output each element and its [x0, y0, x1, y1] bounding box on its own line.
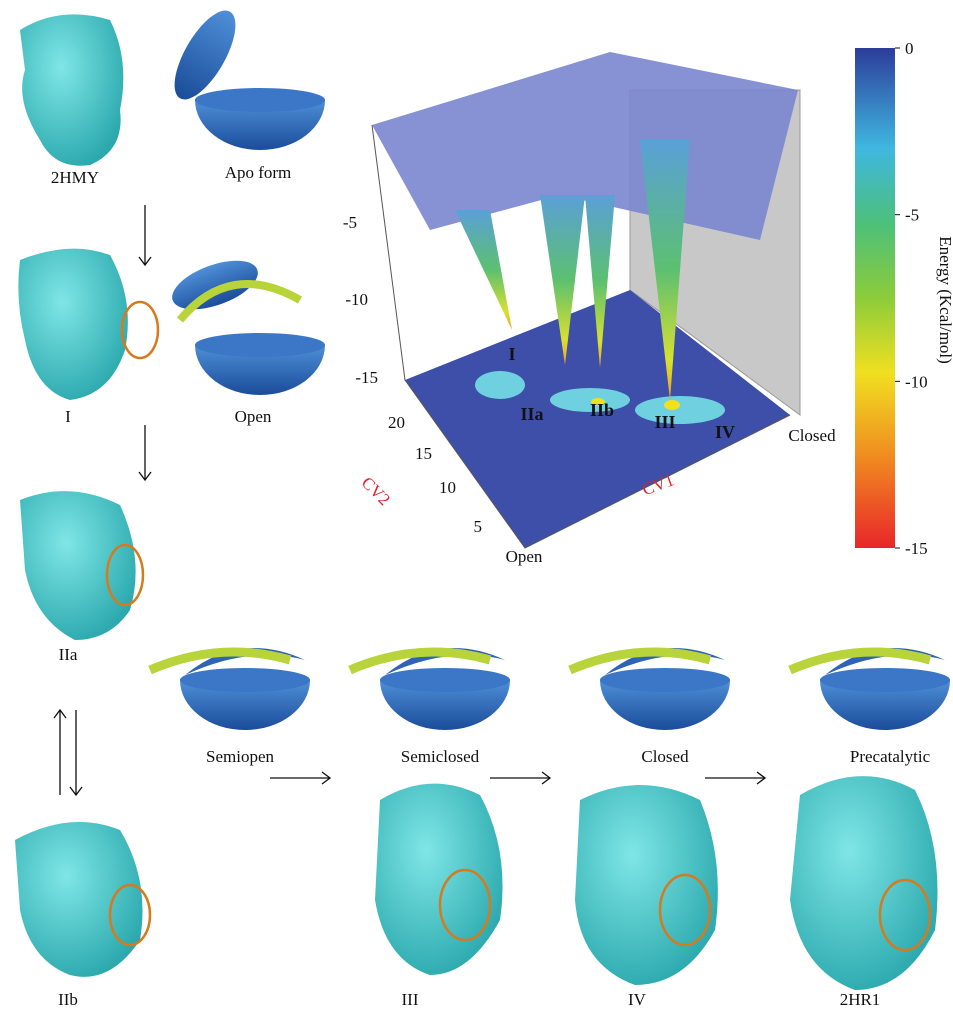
- label: IIa: [59, 645, 78, 664]
- label: Open: [235, 407, 272, 426]
- axis-end: Closed: [788, 426, 836, 445]
- cv2-tick: 10: [439, 478, 456, 497]
- state: Closed: [641, 747, 689, 766]
- colorbar-ticks: 0 -5 -10 -15: [895, 39, 928, 558]
- label: 2HR1: [840, 990, 881, 1009]
- colorbar-tick-label: -10: [905, 372, 928, 391]
- cv2-tick: 20: [388, 413, 405, 432]
- colorbar-label: Energy (Kcal/mol): [936, 236, 953, 364]
- label: IIb: [58, 990, 78, 1009]
- colorbar-tick-label: 0: [905, 39, 914, 58]
- label: IV: [628, 990, 647, 1009]
- figure: 2HMY Apo form I Open IIa IIb III IV 2HR1…: [0, 0, 953, 1023]
- label: 2HMY: [51, 168, 99, 187]
- colorbar: [855, 48, 895, 548]
- state: Semiopen: [206, 747, 274, 766]
- state: Semiclosed: [401, 747, 480, 766]
- label: I: [65, 407, 71, 426]
- z-tick: -15: [355, 368, 378, 387]
- state: Precatalytic: [850, 747, 931, 766]
- cv2-tick: 5: [474, 517, 483, 536]
- basin: IIb: [590, 400, 614, 420]
- cv2-tick: 15: [415, 444, 432, 463]
- energy-landscape: [372, 52, 800, 548]
- z-tick: -5: [343, 213, 357, 232]
- basin: IV: [715, 422, 735, 442]
- label: III: [402, 990, 419, 1009]
- basin: III: [654, 412, 675, 432]
- label: Apo form: [225, 163, 292, 182]
- basin: I: [508, 344, 515, 364]
- z-tick: -10: [345, 290, 368, 309]
- axis-end: Open: [506, 547, 543, 566]
- axis-label: CV2: [358, 473, 394, 509]
- basin: IIa: [520, 404, 543, 424]
- colorbar-tick-label: -15: [905, 539, 928, 558]
- colorbar-tick-label: -5: [905, 206, 919, 225]
